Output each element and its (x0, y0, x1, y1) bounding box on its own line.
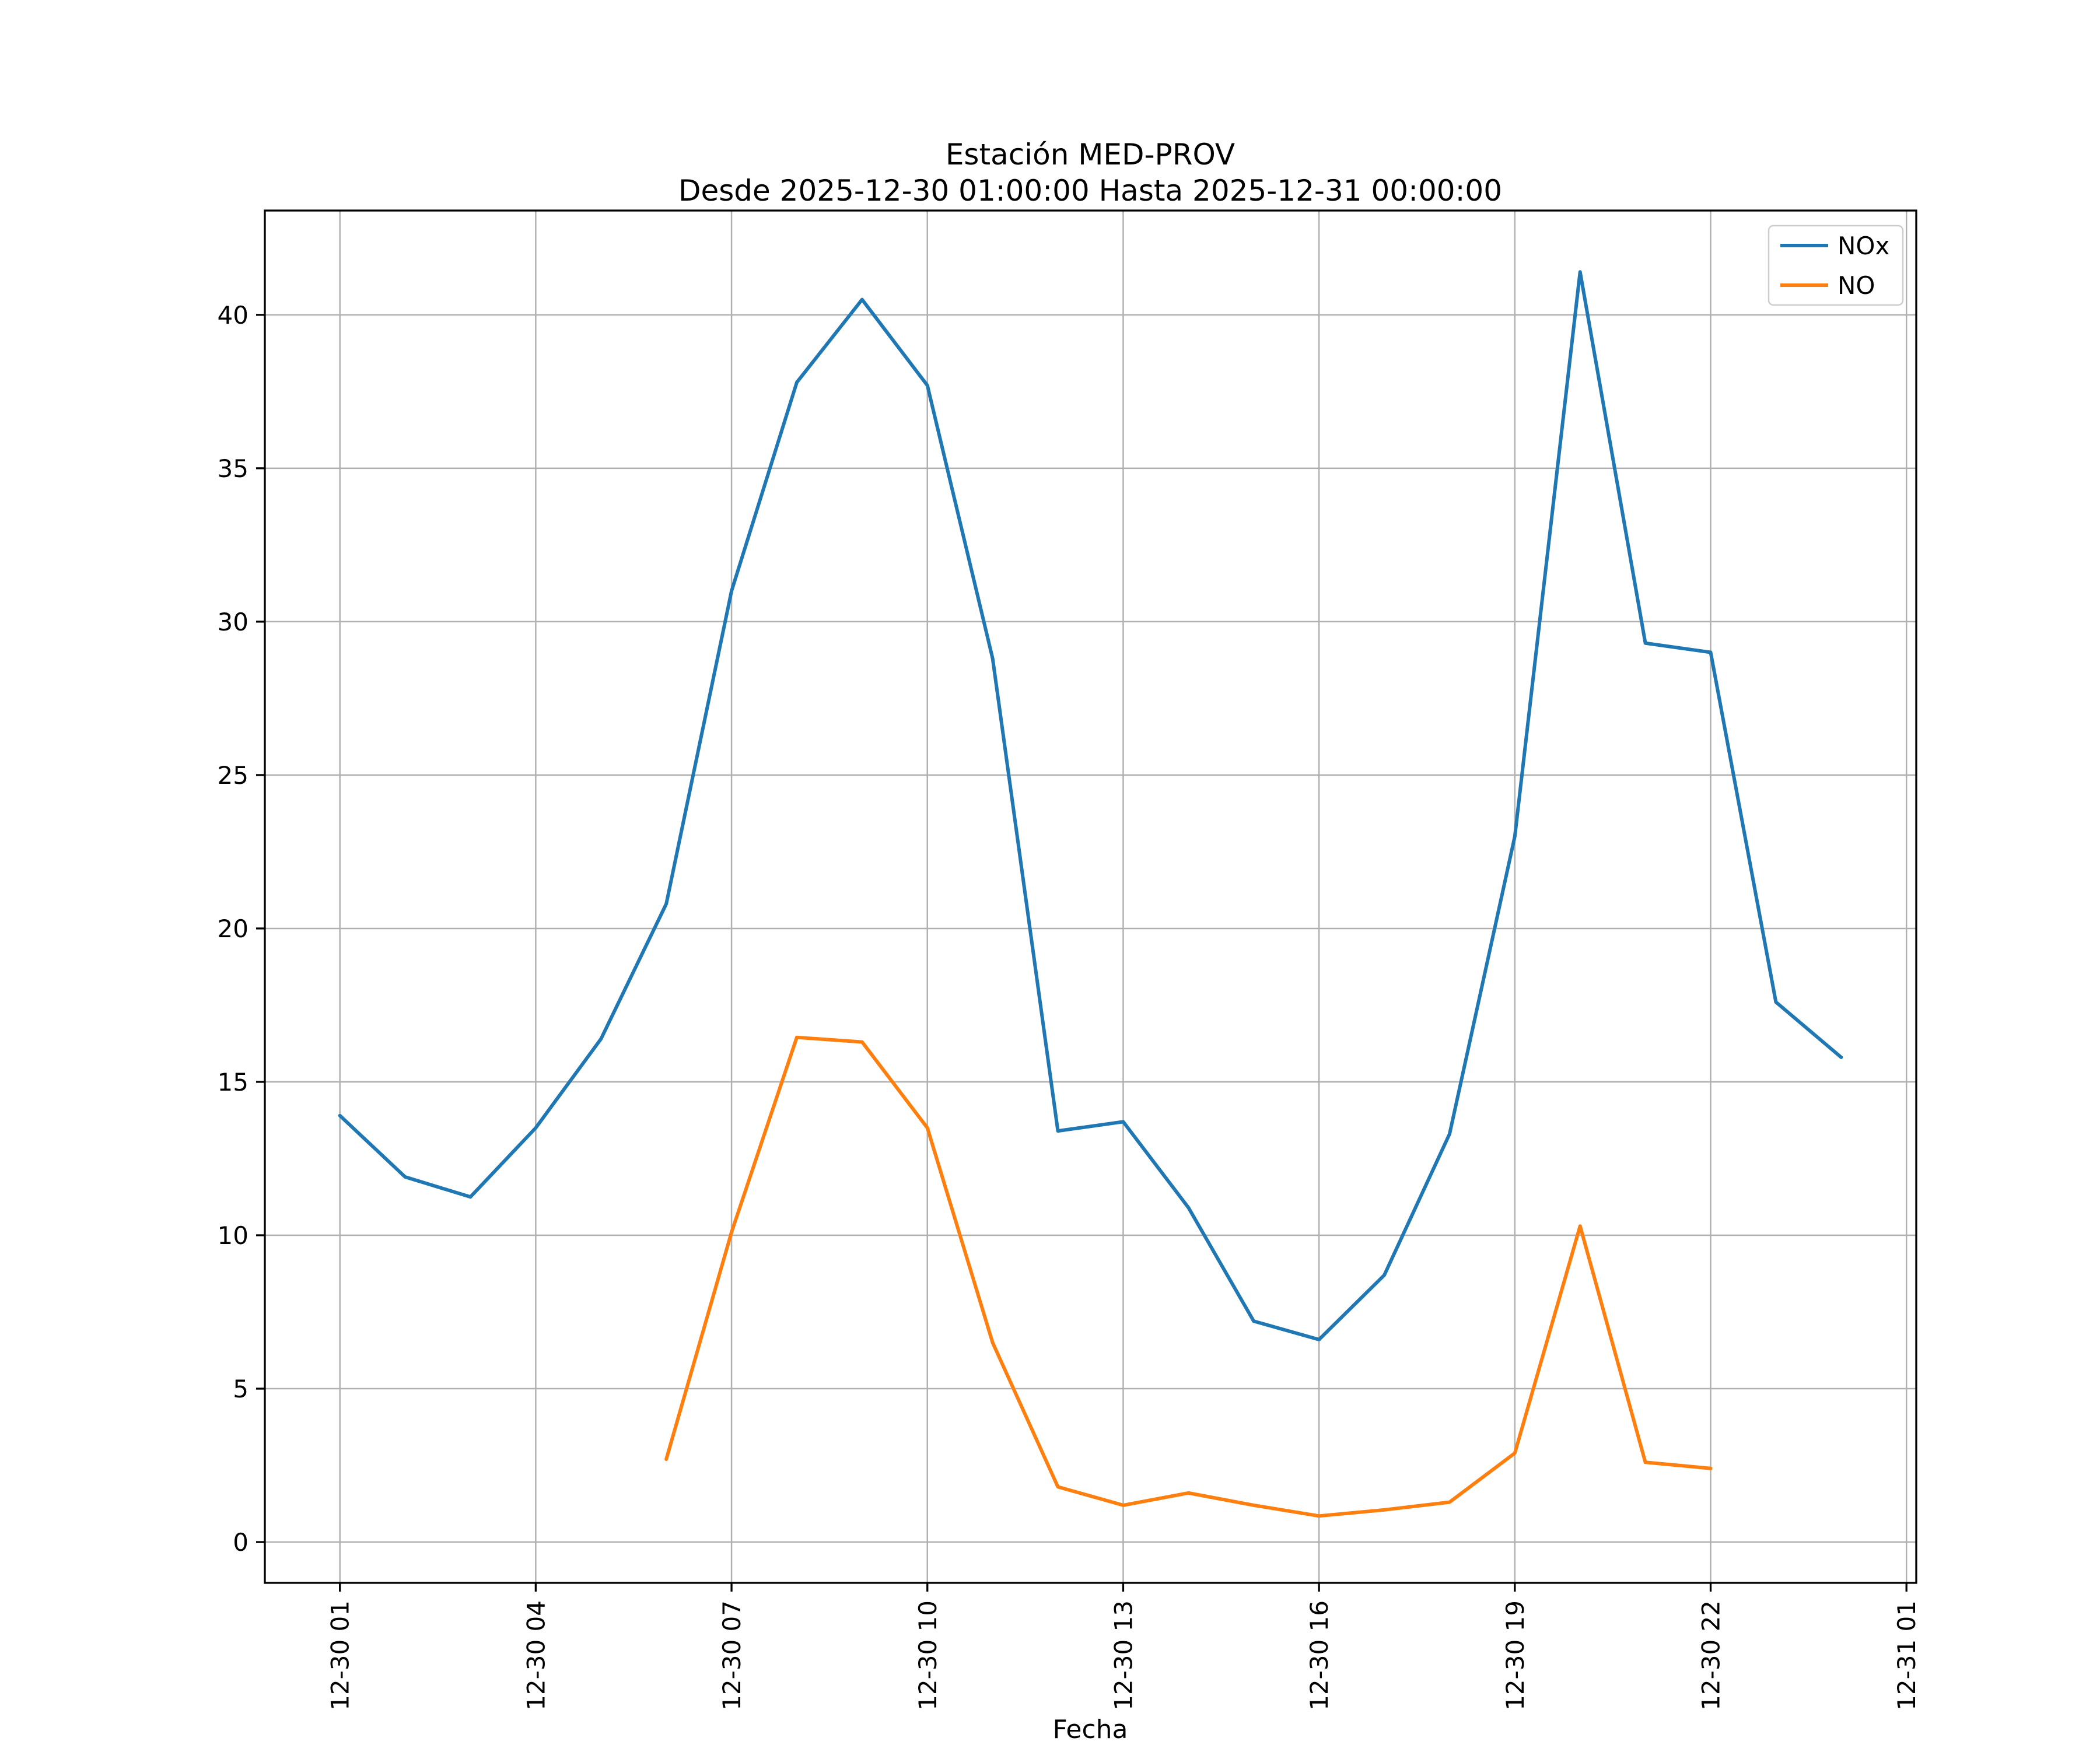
x-tick-label: 12-30 22 (1697, 1600, 1726, 1711)
y-tick-label: 35 (218, 454, 249, 483)
series-line-NO (664, 1035, 1713, 1518)
x-tick-label: 12-30 13 (1109, 1600, 1138, 1711)
chart-subtitle: Desde 2025-12-30 01:00:00 Hasta 2025-12-… (678, 174, 1502, 208)
y-tick-label: 30 (218, 608, 249, 636)
x-tick-label: 12-30 04 (522, 1600, 550, 1711)
y-tick-label: 25 (218, 761, 249, 790)
x-tick-label: 12-30 01 (326, 1600, 355, 1711)
chart-title: Estación MED-PROV (946, 138, 1235, 171)
y-tick-label: 5 (233, 1375, 249, 1403)
legend: NOx NO (1768, 225, 1904, 306)
axes-frame (264, 209, 1917, 1584)
y-tick-label: 20 (218, 914, 249, 943)
x-tick-label: 12-30 16 (1305, 1600, 1334, 1711)
y-tick-label: 10 (218, 1221, 249, 1250)
x-tick-label: 12-30 19 (1501, 1600, 1530, 1711)
y-tick-label: 40 (218, 301, 249, 330)
x-tick-label: 12-30 07 (718, 1600, 746, 1711)
x-axis-label: Fecha (1052, 1715, 1128, 1744)
legend-label-nox: NOx (1838, 232, 1889, 260)
tick-layer: 12-30 01 12-30 04 12-30 07 12-30 10 12-30 13… (218, 301, 1922, 1711)
x-tick-label: 12-30 10 (914, 1600, 942, 1711)
legend-label-no: NO (1838, 271, 1875, 300)
grid-layer (265, 211, 1916, 1583)
x-tick-label: 12-31 01 (1892, 1600, 1921, 1711)
y-tick-label: 15 (218, 1068, 249, 1096)
series-line-NOx (338, 270, 1843, 1341)
series-layer (338, 270, 1843, 1518)
y-tick-label: 0 (233, 1528, 249, 1557)
